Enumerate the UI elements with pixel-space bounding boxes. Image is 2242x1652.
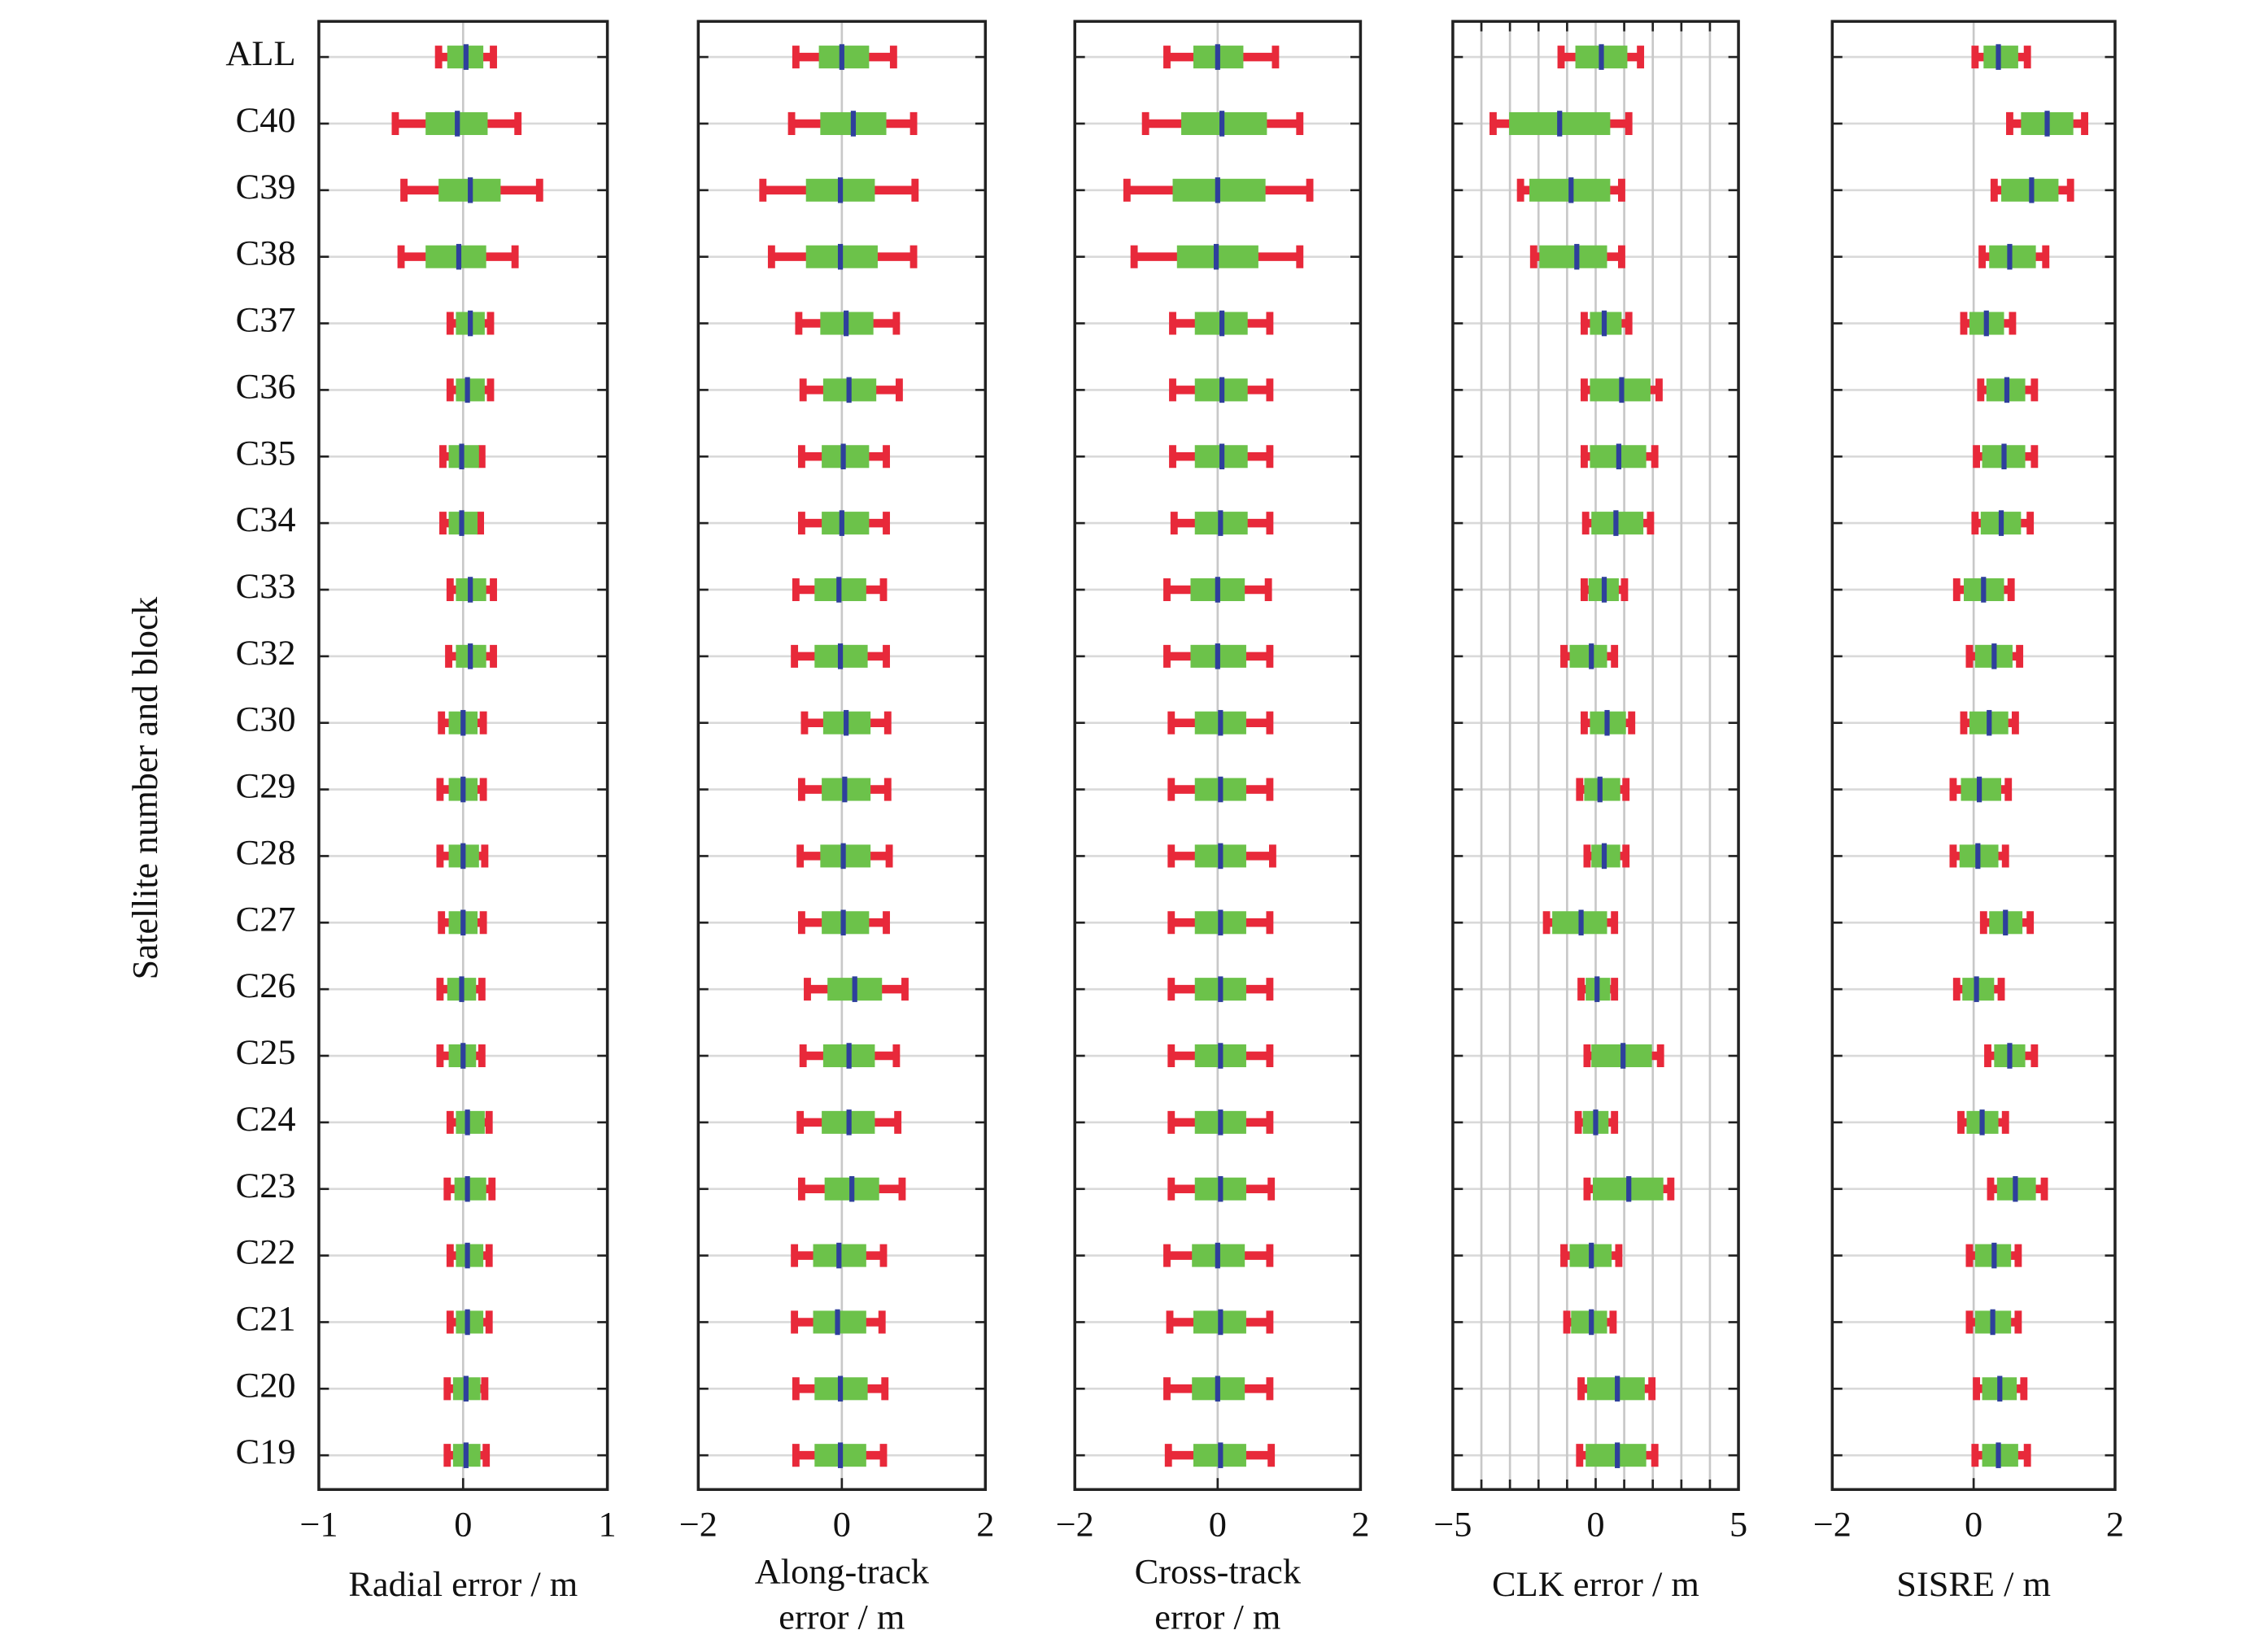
y-tick-label: C34 bbox=[236, 499, 296, 539]
x-tick-label: 2 bbox=[1351, 1505, 1369, 1545]
y-tick-label: C33 bbox=[236, 566, 296, 606]
y-tick-label: C39 bbox=[236, 167, 296, 207]
x-tick-label: −2 bbox=[1056, 1505, 1094, 1545]
y-tick-label: C37 bbox=[236, 300, 296, 340]
x-tick-label: −2 bbox=[1813, 1505, 1852, 1545]
y-tick-label: ALL bbox=[225, 33, 295, 73]
x-tick-label: 2 bbox=[976, 1505, 994, 1545]
x-axis-label: SISRE / m bbox=[1896, 1564, 2051, 1604]
x-tick-label: 0 bbox=[833, 1505, 851, 1545]
x-axis-label: error / m bbox=[1154, 1598, 1280, 1637]
x-tick-label: 0 bbox=[1965, 1505, 1982, 1545]
box bbox=[425, 245, 486, 268]
x-axis-label: CLK error / m bbox=[1492, 1564, 1699, 1604]
y-tick-label: C22 bbox=[236, 1232, 296, 1272]
y-tick-label: C28 bbox=[236, 833, 296, 873]
y-tick-label: C25 bbox=[236, 1032, 296, 1072]
box bbox=[1539, 245, 1607, 268]
plot-frame bbox=[1451, 20, 1740, 1491]
x-axis-label: Radial error / m bbox=[348, 1564, 578, 1604]
x-tick-label: −2 bbox=[679, 1505, 718, 1545]
x-tick-label: 5 bbox=[1729, 1505, 1747, 1545]
y-tick-label: C40 bbox=[236, 100, 296, 140]
y-tick-label: C35 bbox=[236, 434, 296, 473]
x-tick-label: −5 bbox=[1433, 1505, 1472, 1545]
plot-frame bbox=[696, 20, 988, 1491]
x-axis-label: error / m bbox=[779, 1598, 905, 1637]
plot-frame bbox=[1073, 20, 1363, 1491]
y-tick-label: C38 bbox=[236, 233, 296, 273]
box bbox=[822, 512, 870, 535]
y-axis-label: Satellite number and block bbox=[125, 596, 165, 980]
plot-frame bbox=[1830, 20, 2117, 1491]
x-tick-label: 0 bbox=[454, 1505, 472, 1545]
x-tick-label: 2 bbox=[2106, 1505, 2124, 1545]
y-tick-label: C30 bbox=[236, 700, 296, 739]
x-tick-label: 0 bbox=[1586, 1505, 1604, 1545]
y-tick-label: C21 bbox=[236, 1299, 296, 1339]
box bbox=[456, 1110, 485, 1134]
plot-frame bbox=[317, 20, 609, 1491]
y-tick-label: C23 bbox=[236, 1166, 296, 1205]
y-tick-label: C32 bbox=[236, 633, 296, 673]
x-tick-label: −1 bbox=[299, 1505, 338, 1545]
y-tick-label: C20 bbox=[236, 1366, 296, 1406]
box bbox=[1989, 245, 2036, 268]
y-tick-label: C24 bbox=[236, 1099, 296, 1139]
x-tick-label: 1 bbox=[599, 1505, 617, 1545]
x-axis-label: Cross-track bbox=[1135, 1552, 1302, 1592]
y-tick-label: C26 bbox=[236, 965, 296, 1005]
box bbox=[454, 1177, 486, 1201]
y-tick-label: C36 bbox=[236, 367, 296, 407]
y-tick-label: C29 bbox=[236, 766, 296, 806]
y-tick-label: C27 bbox=[236, 900, 296, 939]
x-axis-label: Along-track bbox=[755, 1552, 930, 1592]
box bbox=[1569, 644, 1607, 668]
box bbox=[456, 378, 485, 402]
y-tick-label: C19 bbox=[236, 1432, 296, 1471]
x-tick-label: 0 bbox=[1209, 1505, 1227, 1545]
